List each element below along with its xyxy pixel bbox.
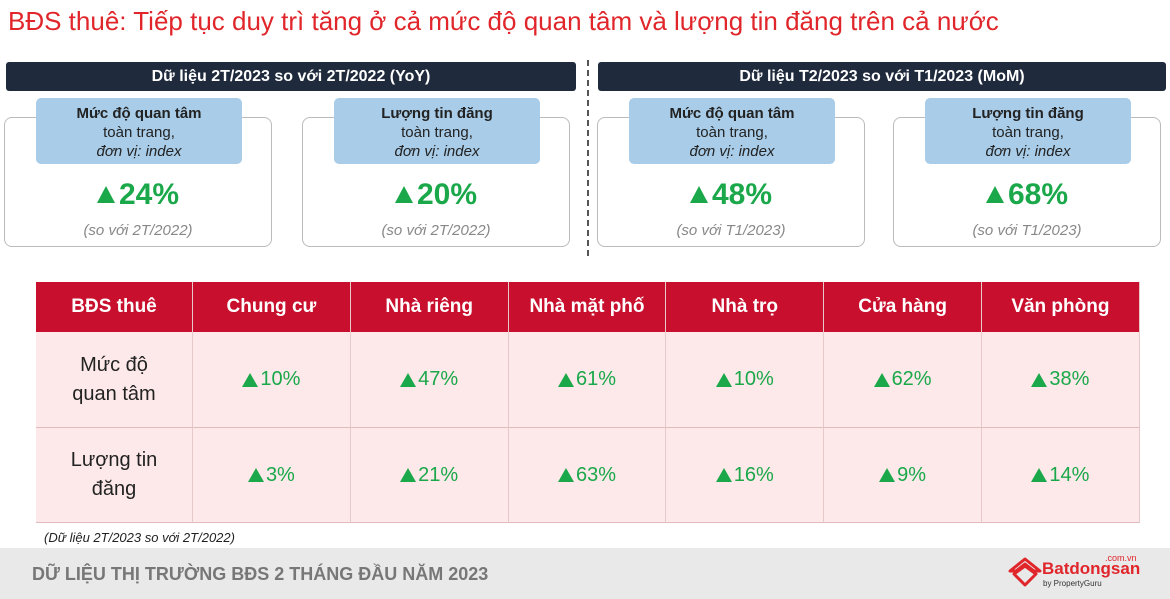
card-note: (so với T1/2023) <box>972 222 1082 239</box>
card-note: (so với 2T/2022) <box>381 222 491 239</box>
table-cell: 63% <box>508 428 667 523</box>
card-note: (so với T1/2023) <box>676 222 786 239</box>
footnote: (Dữ liệu 2T/2023 so với 2T/2022) <box>44 530 235 545</box>
up-arrow <box>557 372 574 387</box>
logo-text: Batdongsan <box>1042 559 1141 578</box>
footer: DỮ LIỆU THỊ TRƯỜNG BĐS 2 THÁNG ĐẦU NĂM 2… <box>0 548 1170 599</box>
up-arrow <box>394 186 413 203</box>
card-scope: toàn trang, <box>103 124 175 141</box>
card-label: Mức độ quan tâm <box>76 105 202 122</box>
row-label: Mức độ quan tâm <box>72 353 156 405</box>
table-cell: 47% <box>350 332 509 428</box>
table-cell: 10% <box>193 332 351 428</box>
up-arrow <box>879 468 896 482</box>
table-cell: 61% <box>508 332 667 428</box>
card-value-box: 48% <box>597 178 865 212</box>
table-cell: 9% <box>824 428 982 523</box>
cell-value: 10% <box>260 368 301 390</box>
table-cell: 10% <box>666 332 825 428</box>
cell-value: 21% <box>418 463 459 486</box>
up-arrow <box>985 186 1004 203</box>
up-arrow <box>873 372 890 387</box>
table-cell: Mức độ quan tâm <box>36 332 193 428</box>
card-unit: đơn vị: index <box>394 143 480 160</box>
card-note: (so với 2T/2022) <box>83 222 193 239</box>
title: BĐS thuê: Tiếp tục duy trì tăng ở cả mức… <box>8 6 999 36</box>
up-arrow <box>242 372 259 387</box>
cell-value: 9% <box>897 463 927 486</box>
cell-value: 16% <box>733 463 774 486</box>
table-header-cell: BĐS thuê <box>36 282 193 332</box>
card-value: 24% <box>118 178 180 211</box>
panel-header: Dữ liệu 2T/2023 so với 2T/2022 (YoY) <box>6 62 576 91</box>
card-unit: đơn vị: index <box>689 143 775 160</box>
card-label-box: Lượng tin đăng toàn trang, đơn vị: index <box>334 98 540 164</box>
table-header-cell: Cửa hàng <box>824 282 982 332</box>
table-header-cell: Văn phòng <box>982 282 1140 332</box>
up-arrow <box>400 372 417 387</box>
cell-value: 62% <box>891 368 932 390</box>
table-cell: 62% <box>824 332 982 428</box>
up-arrow <box>689 186 708 203</box>
cell-value: 61% <box>575 368 616 390</box>
table-cell: 14% <box>982 428 1140 523</box>
footer-text: DỮ LIỆU THỊ TRƯỜNG BĐS 2 THÁNG ĐẦU NĂM 2… <box>32 564 489 584</box>
card-label: Lượng tin đăng <box>381 105 493 122</box>
table-header-cell: Chung cư <box>193 282 351 332</box>
card-value-box: 24% <box>4 178 272 212</box>
card-scope: toàn trang, <box>696 124 768 141</box>
card-label: Mức độ quan tâm <box>669 105 795 122</box>
card-scope: toàn trang, <box>401 124 473 141</box>
table-header-cell: Nhà riêng <box>350 282 509 332</box>
up-arrow <box>1031 372 1048 387</box>
panel-header: Dữ liệu T2/2023 so với T1/2023 (MoM) <box>598 62 1166 91</box>
card-value-box: 20% <box>302 178 570 212</box>
table-header-cell: Nhà trọ <box>666 282 825 332</box>
card-value: 20% <box>416 178 478 211</box>
up-arrow <box>557 468 574 482</box>
card-value-box: 68% <box>893 178 1161 212</box>
row-label: Lượng tin đăng <box>70 449 158 500</box>
up-arrow <box>96 186 115 203</box>
cell-value: 38% <box>1049 368 1090 390</box>
logo-tagline: by PropertyGuru <box>1043 579 1102 588</box>
card-label-box: Lượng tin đăng toàn trang, đơn vị: index <box>925 98 1131 164</box>
table-cell: 21% <box>350 428 509 523</box>
card-label-box: Mức độ quan tâm toàn trang, đơn vị: index <box>629 98 835 164</box>
card-label: Lượng tin đăng <box>972 105 1084 122</box>
up-arrow <box>715 468 732 482</box>
up-arrow <box>715 372 732 387</box>
table-cell: 3% <box>193 428 351 523</box>
up-arrow <box>1031 468 1048 482</box>
separator <box>587 60 589 256</box>
card-unit: đơn vị: index <box>96 143 182 160</box>
up-arrow <box>400 468 417 482</box>
up-arrow <box>247 468 264 482</box>
cell-value: 63% <box>575 463 616 486</box>
card-value: 48% <box>711 178 773 211</box>
table-cell: 38% <box>982 332 1140 428</box>
cell-value: 47% <box>418 368 459 390</box>
cell-value: 3% <box>265 463 295 486</box>
table-cell: 16% <box>666 428 825 523</box>
cell-value: 14% <box>1049 463 1090 486</box>
cell-value: 10% <box>733 368 774 390</box>
card-unit: đơn vị: index <box>985 143 1071 160</box>
table-cell: Lượng tin đăng <box>36 428 193 523</box>
card-value: 68% <box>1007 178 1069 211</box>
card-scope: toàn trang, <box>992 124 1064 141</box>
table-header-cell: Nhà mặt phố <box>508 282 667 332</box>
logo-icon <box>1008 557 1042 587</box>
logo-domain: .com.vn <box>1105 553 1137 563</box>
card-label-box: Mức độ quan tâm toàn trang, đơn vị: index <box>36 98 242 164</box>
